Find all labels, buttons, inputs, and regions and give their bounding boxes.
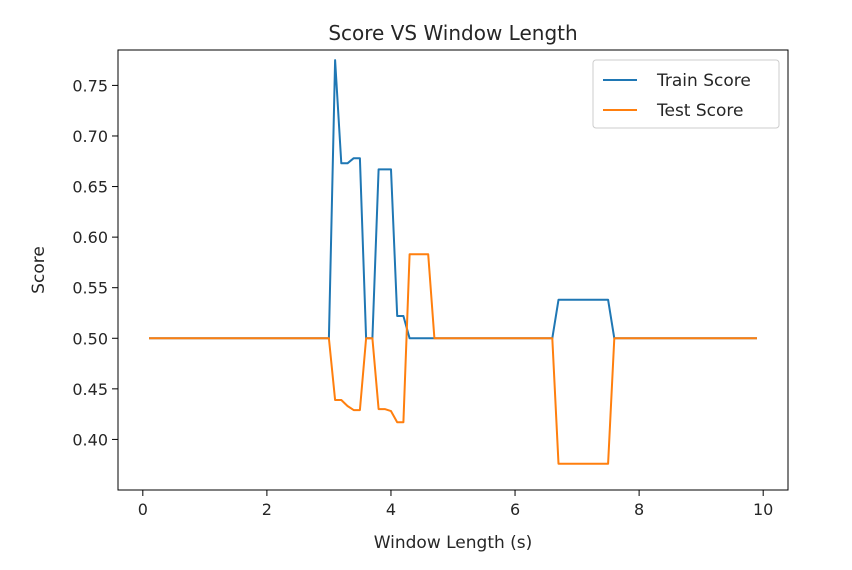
x-axis: 0 2 4 6 8 10 (138, 490, 773, 519)
x-tick-label: 8 (634, 500, 644, 519)
y-tick-label: 0.65 (72, 178, 108, 197)
y-tick-label: 0.50 (72, 329, 108, 348)
legend-label-test-score: Test Score (656, 101, 744, 121)
x-tick-label: 4 (386, 500, 396, 519)
x-tick-label: 10 (753, 500, 773, 519)
x-tick-label: 6 (510, 500, 520, 519)
legend-box (592, 59, 780, 129)
x-axis-label: Window Length (s) (374, 533, 533, 553)
y-tick-label: 0.45 (72, 380, 108, 399)
x-tick-label: 0 (138, 500, 148, 519)
series-line-train-score (149, 59, 757, 340)
y-tick-label: 0.60 (72, 228, 108, 247)
series-line-test-score (149, 253, 757, 465)
legend: Train Score Test Score (592, 59, 780, 129)
y-axis: 0.40 0.45 0.50 0.55 0.60 0.65 0.70 0.75 (72, 76, 118, 449)
y-axis-label: Score (29, 246, 49, 294)
series-layer (149, 59, 757, 465)
y-tick-label: 0.70 (72, 127, 108, 146)
y-tick-label: 0.75 (72, 76, 108, 95)
y-tick-label: 0.55 (72, 279, 108, 298)
chart-title: Score VS Window Length (328, 21, 577, 45)
legend-label-train-score: Train Score (656, 71, 751, 91)
x-tick-label: 2 (262, 500, 272, 519)
y-tick-label: 0.40 (72, 430, 108, 449)
